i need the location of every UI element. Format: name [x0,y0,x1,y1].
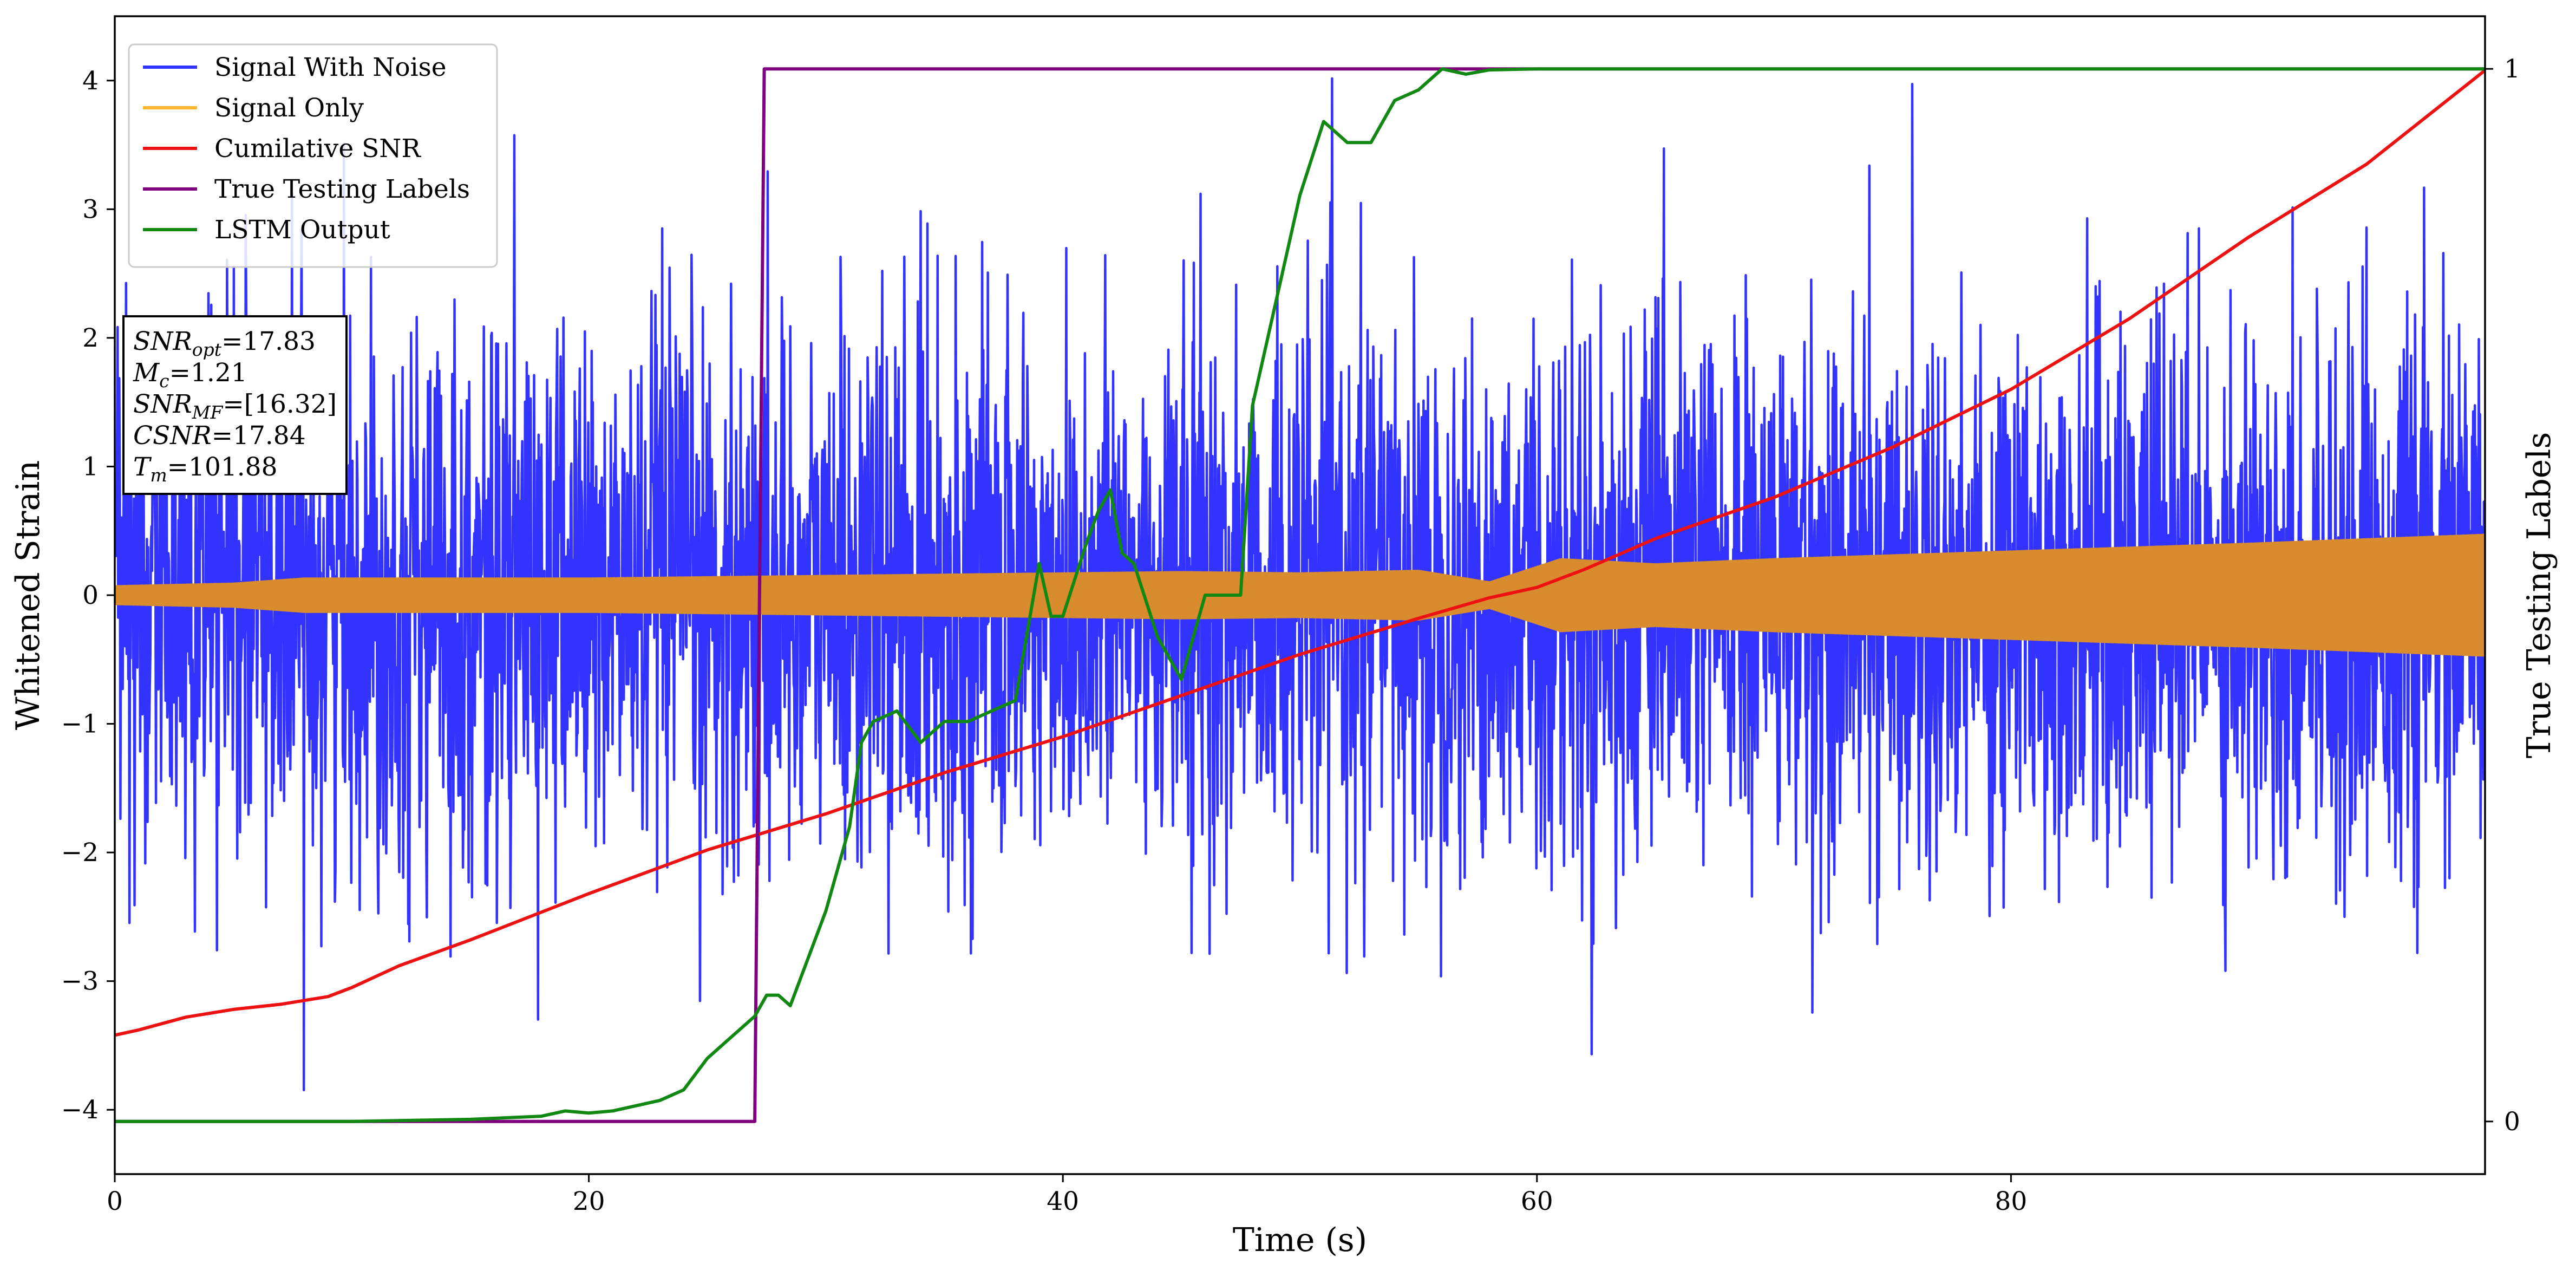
series-signal-with-noise [115,77,2485,1092]
y-tick-label-left: −1 [61,709,99,739]
annotation-value: =[16.32] [223,389,337,419]
series-lstm-output [115,67,2485,1123]
annotation-label: M [133,358,160,388]
x-tick-label: 60 [1521,1187,1553,1216]
y-tick-label-left: 0 [82,581,99,610]
annotation-value: =101.88 [167,452,278,482]
annotation-subscript: m [150,465,167,486]
legend-label-true-testing-labels: True Testing Labels [214,174,470,204]
y-tick-label-right: 1 [2504,54,2520,84]
annotation-label: SNR [133,327,192,356]
series-cumilative-snr [115,69,2485,1037]
legend-label-lstm-output: LSTM Output [214,215,390,245]
legend-label-cumilative-snr: Cumilative SNR [214,134,421,164]
annotation-line: SNRMF=[16.32] [133,389,337,423]
y-tick-label-right: 0 [2504,1107,2520,1137]
annotation-subscript: opt [192,339,222,360]
annotation-frame [122,315,348,495]
legend-box [128,43,498,268]
annotation-subscript: c [159,370,169,392]
x-tick-label: 0 [107,1187,123,1216]
legend-label-signal-only: Signal Only [214,93,364,123]
y-tick-label-left: −3 [61,967,99,996]
annotation-value: =1.21 [169,358,247,388]
y-tick-label-left: −2 [61,838,99,868]
annotation-label: T [133,452,152,482]
y-axis-title-left: Whitened Strain [9,460,47,730]
annotation-value: =17.83 [221,327,316,356]
annotation-line: CSNR=17.84 [133,421,306,451]
x-tick-label: 20 [573,1187,605,1216]
x-axis-title: Time (s) [1233,1221,1367,1259]
annotation-value: =17.84 [212,421,306,451]
y-axis-title-right: True Testing Labels [2520,432,2558,759]
series-signal-only [115,533,2485,657]
annotation-line: SNRopt=17.83 [133,327,316,360]
y-tick-label-left: 4 [82,66,99,96]
annotation-line: Mc=1.21 [133,358,247,392]
legend-label-signal-with-noise: Signal With Noise [214,53,447,82]
y-tick-label-left: 3 [82,194,99,224]
annotation-box: SNRopt=17.83Mc=1.21SNRMF=[16.32]CSNR=17.… [122,315,348,495]
plot-clip-group [115,67,2485,1123]
annotation-subscript: MF [192,402,224,423]
y-tick-label-left: −4 [61,1095,99,1125]
x-tick-label: 80 [1995,1187,2027,1216]
plot-area [115,67,2485,1123]
annotation-line: Tm=101.88 [133,452,278,486]
x-tick-label: 40 [1047,1187,1079,1216]
annotation-label: CSNR [133,421,212,451]
legend: Signal With Noise Signal Only Cumilative S… [128,43,498,268]
y-tick-label-left: 2 [82,323,99,353]
y-tick-label-left: 1 [82,452,99,481]
annotation-label: SNR [133,389,192,419]
